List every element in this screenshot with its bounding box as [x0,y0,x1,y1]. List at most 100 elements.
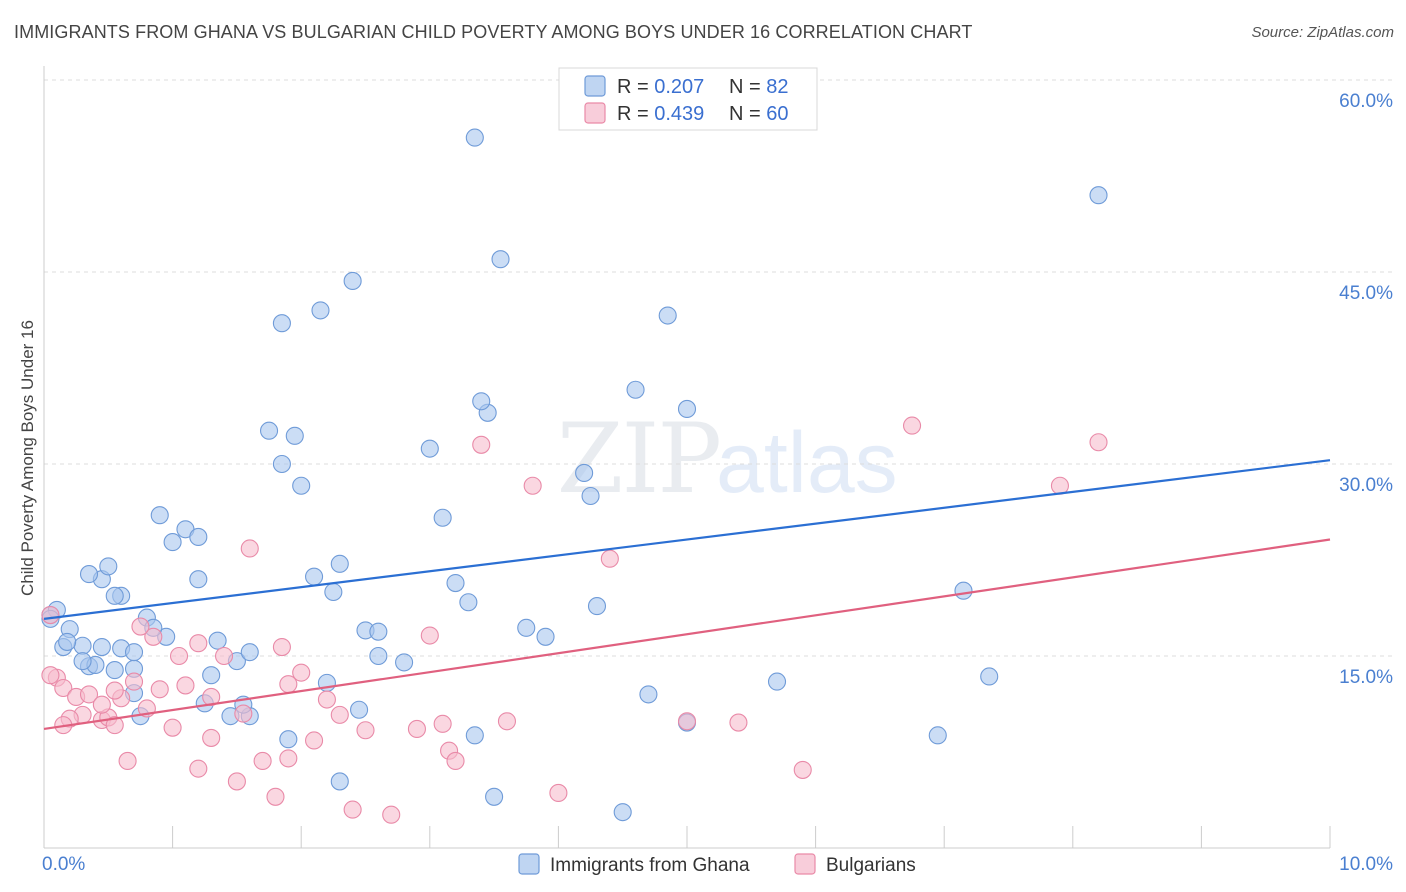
legend-r-label-ghana: R = [617,76,654,98]
ghana-point-32 [517,618,536,637]
ghana-point-72 [73,652,92,671]
bulgarians-point-46 [1089,433,1108,452]
ghana-point-24 [330,772,349,791]
x-ticks [43,826,1331,848]
bulgarians-point-50 [144,627,163,646]
bottom-legend-swatch-bulgarians [794,853,816,875]
ghana-point-68 [285,426,304,445]
y-axis-label: Child Poverty Among Boys Under 16 [18,320,37,596]
legend-r-value-ghana: 0.207 [654,76,704,98]
ghana-point-56 [626,380,645,399]
legend-n-value-ghana: 82 [766,76,788,98]
ghana-point-58 [677,399,697,419]
ghana-point-66 [305,567,324,586]
bulgarians-point-24 [292,663,311,682]
legend-r-label-bulgarians: R = [617,103,654,125]
ghana-point-38 [79,565,99,584]
bulgarians-point-25 [305,731,324,750]
ghana-point-65 [472,392,491,411]
ghana-point-60 [1089,186,1108,205]
ghana-point-26 [369,646,388,666]
bulgarians-point-18 [227,772,246,791]
ghana-point-9 [105,661,124,680]
svg-text:R = 0.207: R = 0.207 [617,76,704,98]
ghana-point-49 [639,685,658,704]
bulgarians-point-12 [150,680,169,699]
ghana-point-44 [279,730,298,749]
legend-r-value-bulgarians: 0.439 [654,103,704,125]
ghana-point-34 [575,463,594,483]
ghana-point-36 [587,597,607,616]
bulgarians-point-28 [343,800,362,819]
ghana-point-54 [343,271,362,291]
bulgarians-point-17 [214,646,234,666]
bulgarians-point-30 [382,805,401,824]
ghana-point-50 [581,486,600,506]
ghana-point-61 [954,581,973,600]
svg-text:ZIP: ZIP [557,403,720,515]
ghana-point-47 [446,573,465,593]
bulgarians-point-42 [729,713,748,732]
bulgarians-point-33 [433,714,452,733]
bulgarians-point-22 [272,637,291,657]
chart-title: IMMIGRANTS FROM GHANA VS BULGARIAN CHILD… [14,22,973,42]
y-tick-label-15: 15.0% [1339,667,1393,688]
bulgarians-point-13 [163,718,182,737]
ghana-point-53 [311,301,330,320]
bulgarians-point-58 [105,681,124,700]
bulgarians-point-53 [234,704,253,723]
ghana-point-52 [272,314,291,333]
bulgarians-point-19 [240,539,259,558]
ghana-point-22 [292,476,311,495]
bulgarians-point-36 [472,435,491,454]
ghana-point-28 [420,439,439,458]
bulgarians-point-20 [253,751,272,771]
ghana-point-21 [272,454,291,474]
bulgarians-point-8 [105,716,124,735]
bulgarians-point-35 [446,751,465,771]
bulgarians-point-5 [79,685,99,704]
bulgarians-point-44 [902,416,922,435]
legend-swatch-ghana [584,75,606,97]
y-tick-label-30: 30.0% [1339,475,1393,496]
ghana-point-31 [485,787,504,806]
ghana-point-14 [163,533,182,552]
bulgarians-point-21 [266,787,285,806]
bulgarians-point-38 [523,476,542,495]
ghana-point-46 [369,622,388,641]
ghana-point-48 [465,726,484,745]
bulgarians-point-54 [279,675,298,694]
trend-lines [43,459,1331,731]
bulgarians-point-39 [549,783,568,803]
legend-box: R = 0.207 N = 82 R = 0.439 N = 60 [558,67,818,131]
ghana-point-62 [980,667,999,686]
grid-lines [44,79,1393,657]
bulgarians-point-14 [176,676,195,695]
ghana-point-37 [767,672,787,691]
y-tick-labels: 15.0% 30.0% 45.0% 60.0% [1339,91,1393,688]
ghana-point-42 [189,570,208,589]
ghana-point-33 [536,627,555,646]
bulgarians-point-0 [41,605,60,625]
legend-n-label-bulgarians: N = [729,103,766,125]
legend-n-label-ghana: N = [729,76,766,98]
ghana-point-70 [124,643,144,662]
ghana-point-30 [459,593,478,612]
ghana-point-13 [150,506,169,525]
ghana-point-20 [259,421,279,440]
bulgarians-point-52 [202,687,221,707]
bulgarians-point-43 [793,760,812,779]
svg-text:atlas: atlas [716,415,898,511]
ghana-point-45 [330,554,349,573]
bottom-legend-label-bulgarians: Bulgarians [826,855,916,876]
bulgarians-point-37 [497,712,517,731]
ghana-point-74 [58,632,77,651]
bulgarians-point-59 [41,666,60,685]
ghana-point-19 [240,643,259,662]
x-tick-label-max: 10.0% [1339,854,1393,875]
trend-line-ghana [43,459,1331,620]
bulgarians-point-10 [124,672,144,691]
source-label: Source: ZipAtlas.com [1251,24,1394,41]
bulgarians-point-49 [118,751,137,771]
